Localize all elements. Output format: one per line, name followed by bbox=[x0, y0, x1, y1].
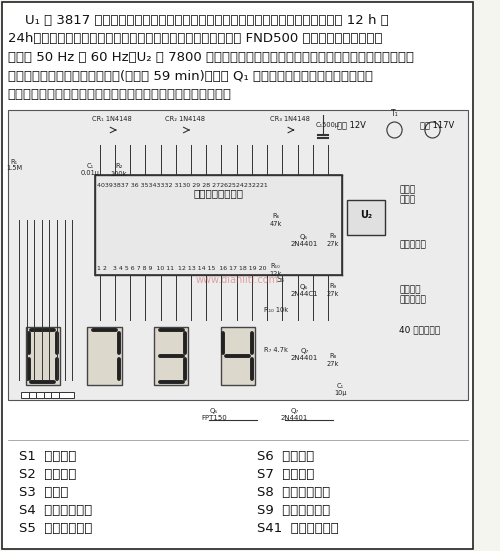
Text: 交流 117V: 交流 117V bbox=[420, 121, 454, 129]
Text: Q₆
2N44C1: Q₆ 2N44C1 bbox=[290, 284, 318, 296]
Text: R₆
47k: R₆ 47k bbox=[270, 213, 282, 226]
Bar bbox=[95, 175, 342, 275]
Text: C₁
10μ: C₁ 10μ bbox=[334, 383, 346, 397]
Text: R₉
27k: R₉ 27k bbox=[326, 234, 339, 246]
Text: S5  显示静寂时间: S5 显示静寂时间 bbox=[19, 522, 92, 535]
Text: C₁
0.01μ: C₁ 0.01μ bbox=[81, 164, 100, 176]
Bar bbox=[347, 200, 385, 235]
Text: S8  时钟闹声开关: S8 时钟闹声开关 bbox=[256, 486, 330, 499]
Text: S2  慢速校时: S2 慢速校时 bbox=[19, 468, 76, 481]
Text: 40 欧姆扬声器: 40 欧姆扬声器 bbox=[400, 326, 440, 334]
Text: CR₂ 1N4148: CR₂ 1N4148 bbox=[166, 116, 205, 122]
Text: U₁ 是 3817 集成电路，由仙童公司生产。它具有直接驱动显示器的能力，可以显示 12 h 或
24h，可以按时发出闹钟声音，按时自动打开收音机。显示器是 F: U₁ 是 3817 集成电路，由仙童公司生产。它具有直接驱动显示器的能力，可以显… bbox=[8, 14, 414, 101]
Text: 交流 12V: 交流 12V bbox=[338, 121, 366, 129]
Bar bbox=[26, 327, 60, 385]
Bar bbox=[36, 392, 52, 398]
Text: Q₅
2N4401: Q₅ 2N4401 bbox=[290, 234, 318, 246]
Text: www.dianliti.com: www.dianliti.com bbox=[196, 275, 279, 285]
Text: 收音机地线: 收音机地线 bbox=[400, 240, 426, 250]
Bar bbox=[44, 392, 59, 398]
Bar bbox=[220, 327, 255, 385]
Text: R₁
1.5M: R₁ 1.5M bbox=[6, 159, 22, 171]
Bar bbox=[21, 392, 36, 398]
Bar bbox=[52, 392, 66, 398]
Text: 收音机
扬声器: 收音机 扬声器 bbox=[400, 185, 415, 205]
Text: R₁₀
12k: R₁₀ 12k bbox=[270, 263, 282, 277]
Text: R₉
27k: R₉ 27k bbox=[326, 284, 339, 296]
Text: S7  闹钟暂停: S7 闹钟暂停 bbox=[256, 468, 314, 481]
Text: 彩收音机
音频放大器: 彩收音机 音频放大器 bbox=[400, 285, 426, 305]
Text: T₁: T₁ bbox=[390, 109, 398, 118]
Text: S6  关推门铃: S6 关推门铃 bbox=[256, 450, 314, 463]
Text: 数字时钟集成电路: 数字时钟集成电路 bbox=[194, 188, 244, 198]
Text: 40393837 36 35343332 3130 29 28 27262524232221: 40393837 36 35343332 3130 29 28 27262524… bbox=[97, 183, 268, 188]
Text: Q₇
2N4401: Q₇ 2N4401 bbox=[281, 408, 308, 422]
Text: C₁500μ: C₁500μ bbox=[316, 122, 340, 128]
Text: R₁₀ 10k: R₁₀ 10k bbox=[264, 307, 287, 313]
Text: Q₅
FPT150: Q₅ FPT150 bbox=[201, 408, 227, 422]
Bar bbox=[8, 110, 468, 400]
Text: S3  显示秒: S3 显示秒 bbox=[19, 486, 68, 499]
Text: R₂
100k: R₂ 100k bbox=[110, 164, 127, 176]
Text: S41  闹声音量控制: S41 闹声音量控制 bbox=[256, 522, 338, 535]
Text: U₂: U₂ bbox=[360, 210, 372, 220]
Text: S4  显示闹钟时间: S4 显示闹钟时间 bbox=[19, 504, 92, 517]
Bar bbox=[154, 327, 188, 385]
Text: CR₁ 1N4148: CR₁ 1N4148 bbox=[92, 116, 132, 122]
Text: Q₇
2N4401: Q₇ 2N4401 bbox=[290, 348, 318, 361]
Text: 1 2   3 4 5 6 7 8 9  10 11  12 13 14 15  16 17 18 19 20: 1 2 3 4 5 6 7 8 9 10 11 12 13 14 15 16 1… bbox=[97, 266, 266, 271]
Bar bbox=[88, 327, 122, 385]
Text: S₈: S₈ bbox=[276, 276, 284, 284]
Bar bbox=[28, 392, 44, 398]
Text: CR₃ 1N4148: CR₃ 1N4148 bbox=[270, 116, 310, 122]
Bar bbox=[59, 392, 74, 398]
Text: R₈
27k: R₈ 27k bbox=[326, 354, 339, 366]
Text: S1  快速校时: S1 快速校时 bbox=[19, 450, 76, 463]
Text: S9  外部闹声开关: S9 外部闹声开关 bbox=[256, 504, 330, 517]
Text: R₇ 4.7k: R₇ 4.7k bbox=[264, 347, 287, 353]
